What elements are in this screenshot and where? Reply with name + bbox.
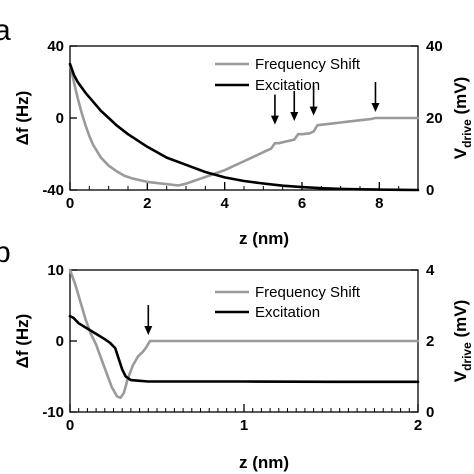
y-right-axis-label-unit: (mV) xyxy=(451,300,470,343)
arrow-head xyxy=(290,112,299,121)
y-right-axis-label-sub: drive xyxy=(460,119,474,148)
y-right-tick-label: 40 xyxy=(426,38,443,55)
arrow-head xyxy=(309,106,318,116)
legend-label-frequency-shift: Frequency Shift xyxy=(255,284,361,301)
x-tick-label: 0 xyxy=(66,195,74,212)
y-left-tick-label: 0 xyxy=(56,333,64,350)
panel-letter: b xyxy=(0,236,11,269)
plot-frame xyxy=(69,45,419,191)
x-tick-label: 0 xyxy=(66,417,74,434)
x-tick-label: 6 xyxy=(298,195,306,212)
y-right-axis-label-main: V xyxy=(451,370,470,382)
x-tick-label: 1 xyxy=(240,417,248,434)
y-left-tick-label: 40 xyxy=(47,38,64,55)
legend-label-excitation: Excitation xyxy=(255,304,320,321)
arrow-head xyxy=(144,326,153,335)
y-right-tick-label: 4 xyxy=(426,262,435,279)
y-right-tick-label: 0 xyxy=(426,404,434,421)
legend-label-frequency-shift: Frequency Shift xyxy=(255,56,361,73)
y-left-tick-label: -40 xyxy=(42,182,64,199)
y-right-tick-label: 0 xyxy=(426,182,434,199)
y-left-axis-label: Δf (Hz) xyxy=(13,91,32,146)
y-right-tick-label: 20 xyxy=(426,110,443,127)
y-left-tick-label: -10 xyxy=(42,404,64,421)
y-right-axis-label: Vdrive (mV) xyxy=(451,77,474,160)
excitation-line xyxy=(68,62,420,192)
arrow-head xyxy=(270,115,279,125)
arrow-head xyxy=(371,103,380,112)
excitation-line xyxy=(68,314,420,384)
y-left-axis-label: Δf (Hz) xyxy=(13,314,32,369)
legend-label-excitation: Excitation xyxy=(255,77,320,94)
y-left-tick-label: 0 xyxy=(56,110,64,127)
x-axis-label: z (nm) xyxy=(239,229,289,248)
x-axis-label: z (nm) xyxy=(239,453,289,472)
y-left-tick-label: 10 xyxy=(47,262,64,279)
panel-letter: a xyxy=(0,14,11,47)
x-tick-label: 2 xyxy=(143,195,151,212)
x-tick-label: 8 xyxy=(375,195,383,212)
x-tick-label: 4 xyxy=(220,195,229,212)
y-right-axis-label-sub: drive xyxy=(460,342,474,371)
y-right-axis-label-main: V xyxy=(451,147,470,159)
y-right-axis-label: Vdrive (mV) xyxy=(451,300,474,383)
x-tick-label: 2 xyxy=(414,417,422,434)
frequency-shift-line xyxy=(68,268,420,400)
y-right-tick-label: 2 xyxy=(426,333,434,350)
y-right-axis-label-unit: (mV) xyxy=(451,77,470,120)
frequency-shift-line xyxy=(68,62,420,187)
